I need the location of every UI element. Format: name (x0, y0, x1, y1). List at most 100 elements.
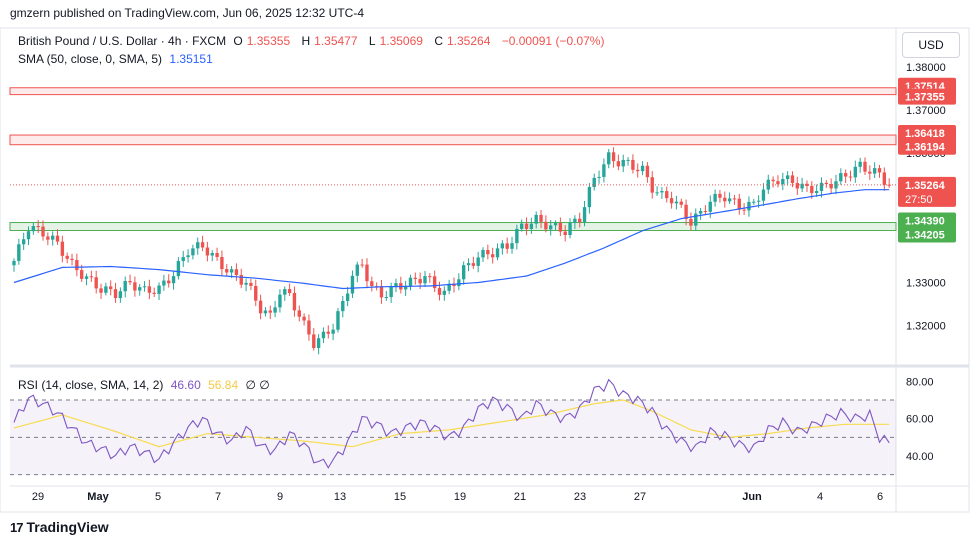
candle-body (432, 276, 437, 289)
candle-body (785, 175, 790, 180)
candle-body (549, 225, 553, 230)
candle-body (408, 277, 413, 287)
candle-body (573, 218, 577, 223)
candle-body (636, 169, 640, 172)
candle-body (500, 243, 505, 249)
candle-body (843, 173, 848, 177)
candle-body (104, 286, 108, 293)
candle-body (616, 161, 621, 167)
candle-body (389, 286, 393, 298)
support-zone (9, 222, 897, 232)
candle-body (229, 269, 234, 273)
resistance-label-2a: 1.36418 (905, 128, 945, 140)
candle-body (239, 275, 243, 285)
candle-body (505, 243, 509, 249)
price-legend: British Pound / U.S. Dollar · 4h · FXCM … (18, 34, 608, 48)
time-tick-label: 29 (32, 491, 44, 503)
time-tick-label: 23 (574, 491, 586, 503)
sma-legend: SMA (50, close, 0, SMA, 5) 1.35151 (18, 52, 217, 66)
time-tick-label: 15 (394, 491, 406, 503)
candle-body (210, 253, 214, 256)
candle-body (244, 282, 248, 285)
candle-body (582, 207, 587, 223)
candle-body (176, 261, 181, 277)
candle-body (326, 331, 330, 334)
resistance-zone-2 (9, 134, 897, 146)
resistance-label-2b: 1.36194 (905, 142, 946, 154)
currency-button[interactable]: USD (902, 32, 960, 58)
legend-open: O 1.35355 (233, 34, 291, 48)
candle-body (80, 270, 84, 279)
candle-body (781, 179, 785, 185)
sma-line (13, 189, 890, 290)
candle-body (631, 159, 635, 170)
candle-body (723, 197, 727, 202)
rsi-tick-label: 80.00 (906, 376, 934, 388)
price-tick-label: 1.32000 (906, 321, 946, 333)
rsi-tick-label: 60.00 (906, 414, 934, 426)
candle-body (805, 183, 809, 187)
candle-body (553, 222, 558, 226)
candle-body (447, 283, 451, 291)
candle-body (55, 235, 60, 242)
candle-body (196, 242, 200, 249)
candle-body (718, 193, 722, 198)
current-price-tag: 1.35264 (905, 180, 946, 192)
candle-body (200, 242, 205, 248)
candle-body (254, 285, 258, 301)
candle-body (698, 210, 703, 214)
time-tick-label: Jun (742, 491, 762, 503)
candle-body (713, 193, 717, 202)
candle-body (848, 176, 853, 178)
candle-body (302, 316, 306, 321)
candle-body (524, 223, 529, 229)
rsi-extra: ∅ ∅ (245, 378, 270, 392)
candle-body (370, 281, 374, 287)
candle-body (268, 310, 272, 313)
candle-body (171, 276, 176, 284)
candle-body (234, 269, 239, 276)
legend-high: H 1.35477 (301, 34, 358, 48)
candle-body (394, 283, 398, 287)
candle-body (679, 201, 683, 205)
candle-body (442, 290, 447, 295)
candle-body (36, 226, 40, 228)
candle-body (142, 286, 147, 288)
candle-body (41, 226, 45, 237)
candle-body (539, 214, 543, 222)
candle-body (99, 288, 103, 293)
candle-body (747, 201, 751, 211)
candle-body (118, 291, 123, 298)
candle-body (660, 191, 664, 193)
candle-body (50, 235, 55, 240)
candle-body (858, 161, 862, 167)
candle-body (703, 210, 708, 212)
candle-body (84, 276, 89, 279)
candle-body (863, 161, 867, 172)
candle-body (839, 173, 843, 182)
candle-body (249, 282, 253, 286)
candle-body (157, 285, 161, 294)
candle-body (403, 286, 408, 290)
candle-body (490, 254, 495, 258)
candle-body (94, 277, 98, 289)
time-tick-label: 9 (277, 491, 283, 503)
chart-frame (0, 27, 970, 513)
candle-body (152, 292, 156, 294)
candle-body (273, 307, 277, 313)
candle-body (263, 310, 268, 314)
candle-body (645, 165, 650, 178)
candle-body (452, 283, 456, 287)
candle-body (75, 260, 79, 271)
candle-body (853, 166, 858, 178)
candle-body (26, 231, 31, 240)
candle-body (684, 204, 688, 219)
rsi-tick-label: 40.00 (906, 451, 934, 463)
candle-body (655, 192, 659, 194)
sma-label: SMA (50, close, 0, SMA, 5) (18, 52, 163, 66)
candle-body (727, 198, 732, 202)
candle-body (12, 260, 16, 266)
candle-body (423, 276, 427, 284)
legend-low: L 1.35069 (368, 34, 423, 48)
candle-body (46, 236, 50, 240)
